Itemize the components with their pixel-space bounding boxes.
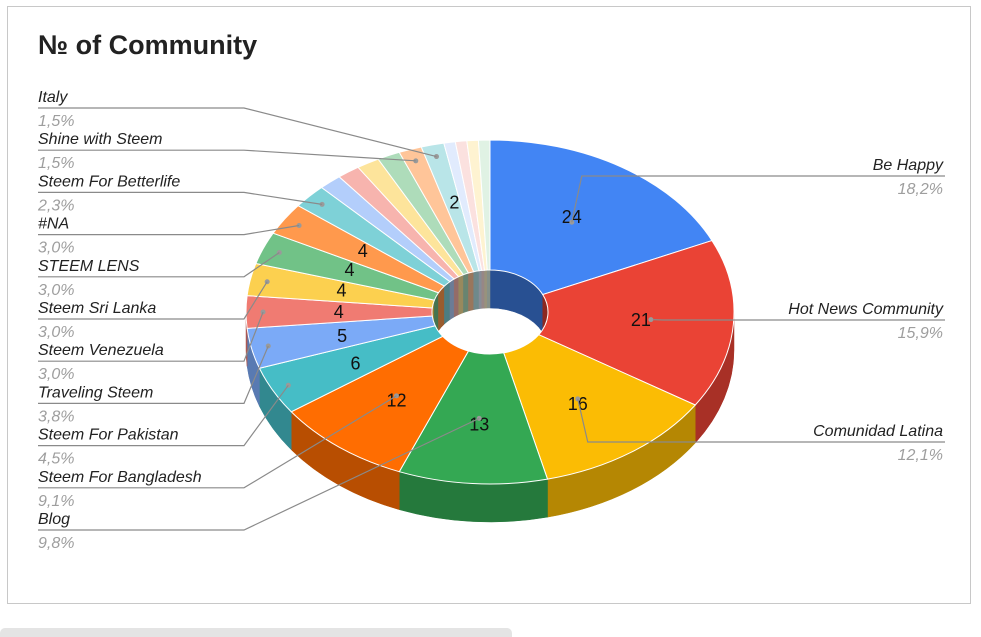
value-label-11: 2 xyxy=(449,193,459,213)
slice-labels: Be Happy 18,2% Hot News Community 15,9% Comu… xyxy=(37,89,945,552)
leader-line-11 xyxy=(38,191,323,205)
slice-label-percent: 3,0% xyxy=(38,324,74,341)
leader-dot-1 xyxy=(648,317,654,323)
slice-label-percent: 9,8% xyxy=(38,535,74,552)
slice-label-name: Steem For Bangladesh xyxy=(38,469,202,486)
slice-label-percent: 3,0% xyxy=(38,240,74,257)
slice-label-percent: 9,1% xyxy=(38,493,74,510)
donut-slice-21[interactable] xyxy=(477,139,491,271)
slice-label-name: Blog xyxy=(38,511,70,528)
slice-label-percent: 1,5% xyxy=(38,155,74,172)
inner-wall-15-1 xyxy=(463,272,469,314)
slice-label-percent: 3,0% xyxy=(38,282,74,299)
inner-wall-11-1 xyxy=(444,281,451,325)
slice-label-percent: 4,5% xyxy=(38,451,74,468)
donut-slice-2[interactable] xyxy=(503,334,697,480)
slice-label-percent: 18,2% xyxy=(898,181,943,198)
leader-line-6 xyxy=(38,345,269,404)
chart-title: № of Community xyxy=(38,30,258,60)
slice-label-name: Shine with Steem xyxy=(38,131,163,148)
slice-label-name: Comunidad Latina xyxy=(813,423,943,440)
slice-label-percent: 2,3% xyxy=(37,197,74,214)
donut-slice-3[interactable] xyxy=(398,350,549,485)
leader-line-10 xyxy=(38,224,300,236)
slice-label-percent: 3,0% xyxy=(38,366,74,383)
inner-wall-19-1 xyxy=(481,269,485,309)
slice-label-name: Traveling Steem xyxy=(38,384,153,401)
slice-label-name: Be Happy xyxy=(873,157,944,174)
slice-label-name: Steem For Betterlife xyxy=(38,173,180,190)
slice-label-name: Steem Sri Lanka xyxy=(38,300,156,317)
inner-wall-13-1 xyxy=(453,276,459,318)
slice-label-percent: 12,1% xyxy=(898,447,943,464)
leader-line-7 xyxy=(38,311,264,362)
inner-wall-12-1 xyxy=(449,278,455,321)
leader-line-2 xyxy=(577,398,945,443)
donut-slice-0[interactable] xyxy=(489,139,713,296)
slice-label-name: #NA xyxy=(38,216,69,233)
inner-wall-14-1 xyxy=(458,274,464,316)
slice-label-name: STEEM LENS xyxy=(38,258,140,275)
value-label-4: 12 xyxy=(386,391,406,411)
value-label-7: 4 xyxy=(334,302,344,322)
slice-label-percent: 3,8% xyxy=(38,408,74,425)
donut-slice-1[interactable] xyxy=(537,239,735,406)
slice-label-name: Steem For Pakistan xyxy=(38,427,179,444)
value-label-9: 4 xyxy=(345,260,355,280)
leader-line-0 xyxy=(571,175,945,223)
value-label-10: 4 xyxy=(358,241,368,261)
slice-label-name: Italy xyxy=(38,89,68,106)
value-label-6: 5 xyxy=(337,326,347,346)
leader-line-5 xyxy=(38,384,289,447)
inner-wall-10-1 xyxy=(438,285,445,332)
slice-label-percent: 15,9% xyxy=(898,325,943,342)
slice-label-name: Hot News Community xyxy=(788,301,944,318)
donut-top xyxy=(245,139,735,485)
leader-line-16 xyxy=(38,149,416,162)
value-label-1: 21 xyxy=(631,310,651,330)
leader-line-17 xyxy=(38,107,437,158)
value-label-3: 13 xyxy=(469,414,489,434)
inner-wall-18-1 xyxy=(478,270,482,310)
inner-wall-16-1 xyxy=(468,271,474,312)
inner-wall-21-1 xyxy=(486,269,491,309)
leader-line-3 xyxy=(38,417,480,531)
leader-line-9 xyxy=(38,252,280,278)
inner-wall-17-1 xyxy=(473,270,480,311)
leader-line-8 xyxy=(38,281,268,320)
donut-slice-4[interactable] xyxy=(290,335,470,473)
value-label-2: 16 xyxy=(568,394,588,414)
inner-wall-20-1 xyxy=(484,269,488,309)
value-label-5: 6 xyxy=(351,354,361,374)
slice-label-percent: 1,5% xyxy=(38,113,74,130)
value-label-8: 4 xyxy=(336,281,346,301)
value-label-0: 24 xyxy=(562,207,582,227)
leader-line-4 xyxy=(38,395,397,489)
slice-label-name: Steem Venezuela xyxy=(38,342,164,359)
horizontal-scrollbar[interactable] xyxy=(0,628,512,637)
